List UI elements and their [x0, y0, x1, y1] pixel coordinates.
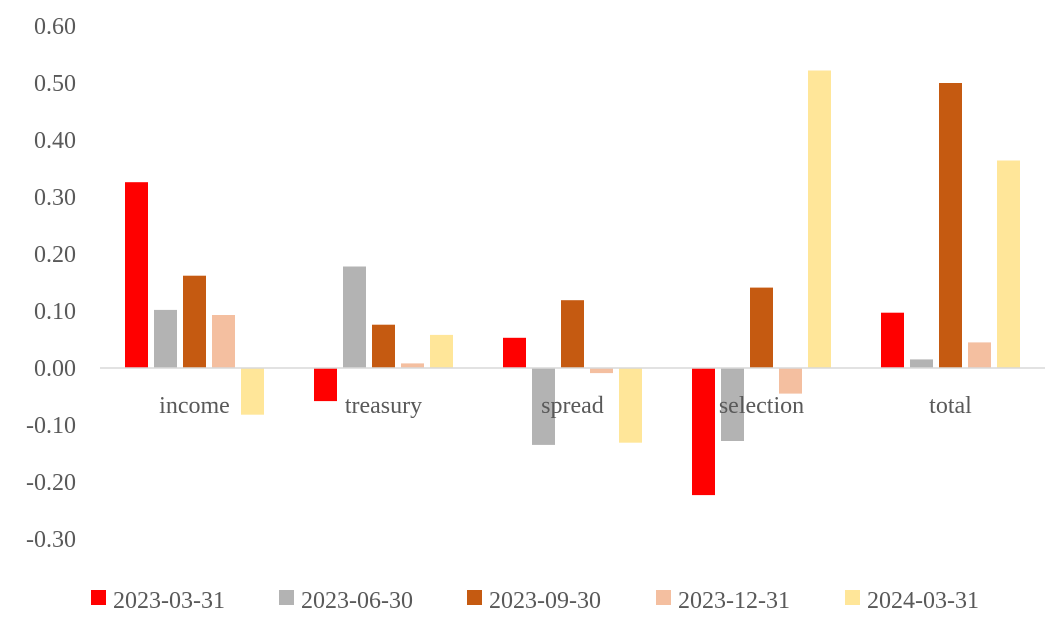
- legend: 2023-03-31 2023-06-30 2023-09-30 2023-12-31…: [91, 588, 979, 614]
- category-label-income: income: [159, 393, 230, 419]
- legend-swatch: [467, 590, 482, 605]
- y-axis: 0.60 0.50 0.40 0.30 0.20 0.10 0.00 -0.10 -0.20 -0…: [26, 14, 76, 553]
- bar-spread-2023-09-30: [561, 300, 584, 368]
- legend-label: 2023-06-30: [301, 588, 413, 614]
- legend-item-2023-06-30: 2023-06-30: [279, 588, 413, 614]
- bar-spread-2023-03-31: [503, 337, 526, 368]
- category-label-treasury: treasury: [345, 393, 422, 419]
- y-tick-label: 0.30: [34, 185, 76, 211]
- bar-income-2023-03-31: [125, 182, 148, 368]
- legend-swatch: [91, 590, 106, 605]
- bar-income-2023-12-31: [212, 315, 235, 368]
- legend-label: 2023-12-31: [678, 588, 790, 614]
- y-tick-label: 0.40: [34, 128, 76, 154]
- bar-selection-2023-12-31: [779, 368, 802, 394]
- bar-treasury-2023-09-30: [372, 324, 395, 368]
- bar-treasury-2023-12-31: [401, 363, 424, 368]
- y-tick-label: 0.60: [34, 14, 76, 40]
- legend-item-2023-12-31: 2023-12-31: [656, 588, 790, 614]
- legend-item-2023-03-31: 2023-03-31: [91, 588, 225, 614]
- legend-label: 2023-09-30: [489, 588, 601, 614]
- bar-income-2023-09-30: [183, 275, 206, 368]
- category-label-spread: spread: [541, 393, 604, 419]
- y-tick-label: -0.20: [26, 470, 76, 496]
- y-tick-label: 0.00: [34, 356, 76, 382]
- y-tick-label: -0.30: [26, 527, 76, 553]
- bar-total-2023-06-30: [910, 359, 933, 368]
- legend-swatch: [845, 590, 860, 605]
- bar-treasury-2023-03-31: [314, 368, 337, 402]
- legend-item-2023-09-30: 2023-09-30: [467, 588, 601, 614]
- category-labels: income treasury spread selection total: [159, 393, 972, 419]
- legend-item-2024-03-31: 2024-03-31: [845, 588, 979, 614]
- bar-total-2023-12-31: [968, 342, 991, 369]
- category-label-total: total: [929, 393, 972, 419]
- legend-swatch: [279, 590, 294, 605]
- legend-label: 2024-03-31: [867, 588, 979, 614]
- bar-income-2024-03-31: [241, 368, 264, 415]
- bar-treasury-2023-06-30: [343, 266, 366, 368]
- bar-spread-2023-06-30: [532, 368, 555, 445]
- category-label-selection: selection: [719, 393, 804, 419]
- bar-treasury-2024-03-31: [430, 334, 453, 368]
- legend-label: 2023-03-31: [113, 588, 225, 614]
- bar-spread-2023-12-31: [590, 368, 613, 374]
- bar-income-2023-06-30: [154, 309, 177, 368]
- y-tick-label: 0.20: [34, 242, 76, 268]
- bar-total-2023-09-30: [939, 83, 962, 368]
- bar-selection-2023-06-30: [721, 368, 744, 441]
- bars: [125, 70, 1020, 496]
- bar-total-2024-03-31: [997, 160, 1020, 368]
- bar-spread-2024-03-31: [619, 368, 642, 443]
- legend-swatch: [656, 590, 671, 605]
- y-tick-label: -0.10: [26, 413, 76, 439]
- bar-selection-2024-03-31: [808, 70, 831, 368]
- bar-selection-2023-09-30: [750, 287, 773, 368]
- y-tick-label: 0.10: [34, 299, 76, 325]
- bar-selection-2023-03-31: [692, 368, 715, 496]
- bar-total-2023-03-31: [881, 312, 904, 368]
- y-tick-label: 0.50: [34, 71, 76, 97]
